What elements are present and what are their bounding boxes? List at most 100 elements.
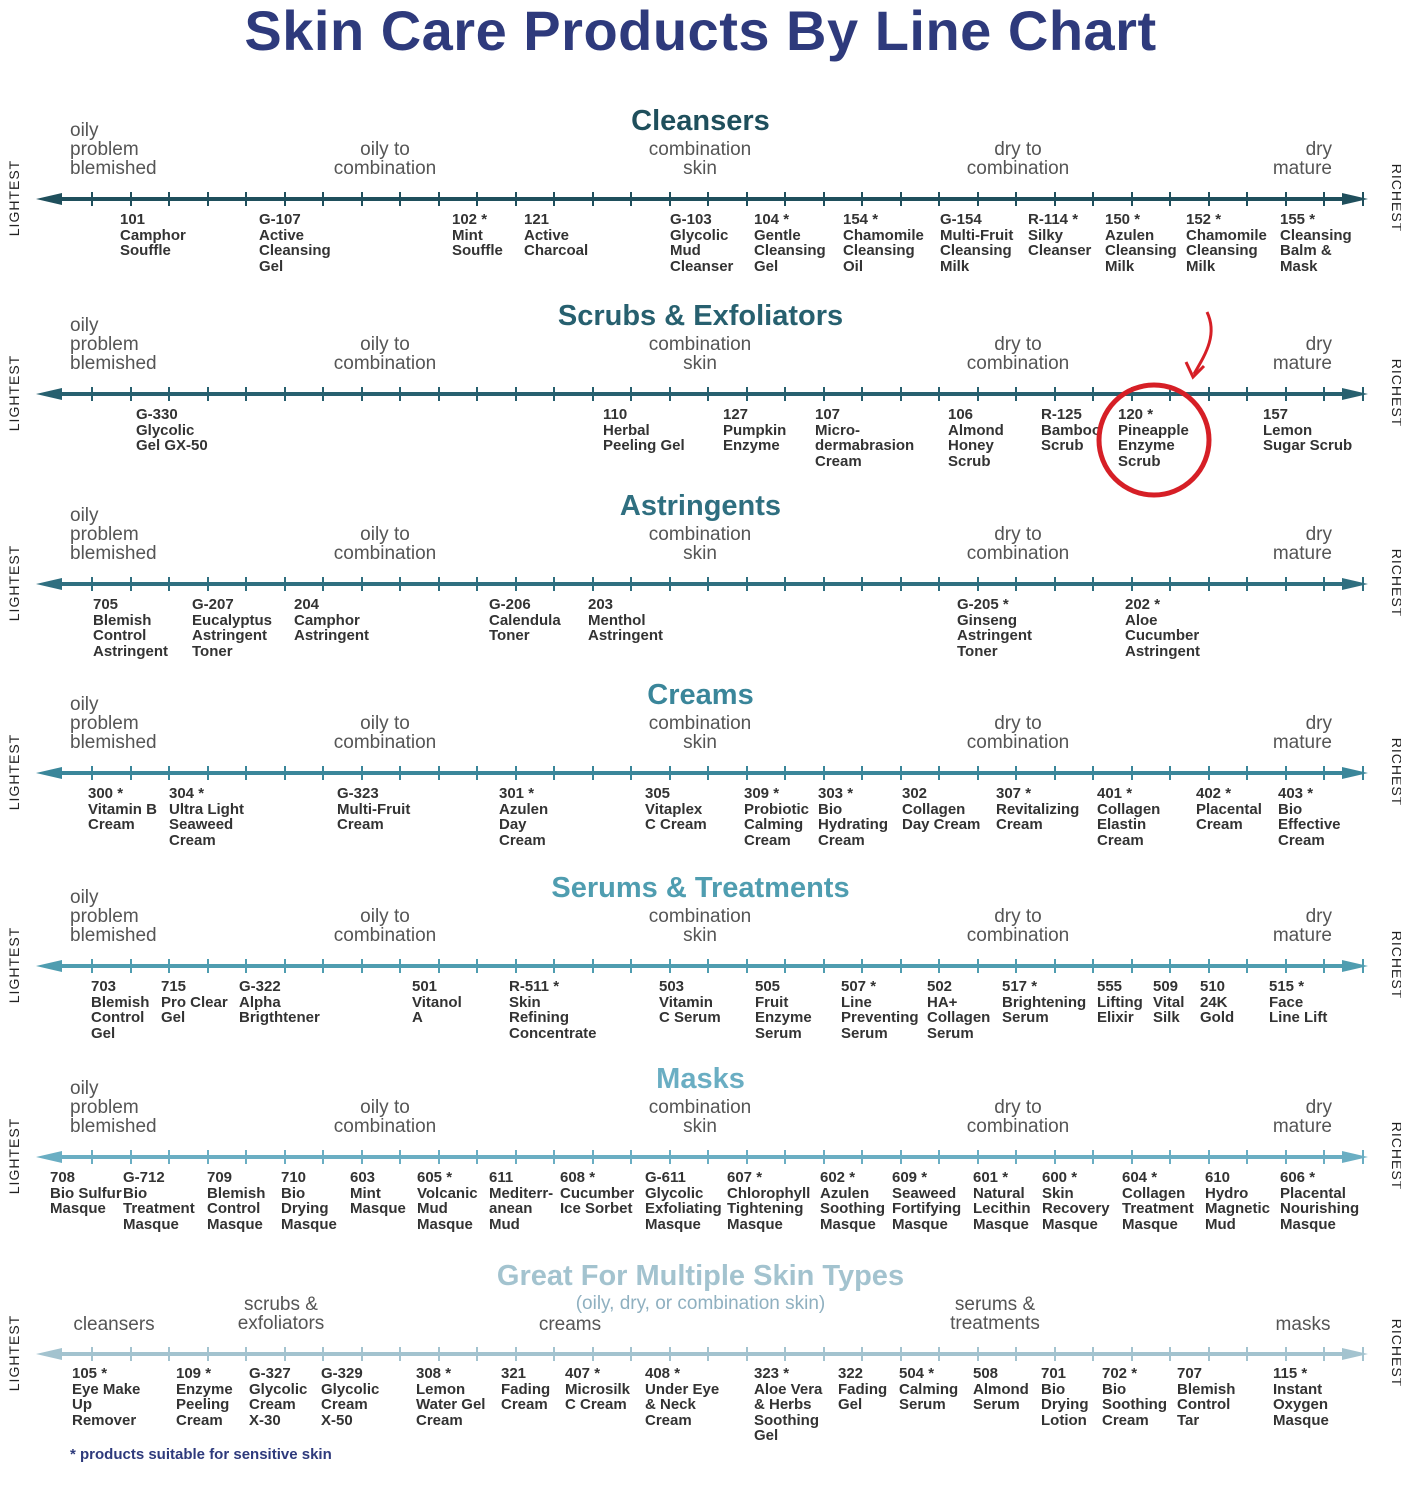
product-code: 120 (1118, 406, 1144, 423)
product-item: G-323 Multi-Fruit Cream (337, 786, 410, 833)
zone-combination: combination skin (648, 139, 752, 179)
product-code: 403 (1278, 785, 1304, 802)
zone-combination: combination skin (648, 524, 752, 564)
product-name: Vitaplex C Cream (645, 800, 707, 833)
product-item: 708 Bio Sulfur Masque (50, 1170, 122, 1217)
axis-tick (938, 959, 940, 973)
product-item: 701 Bio Drying Lotion (1041, 1366, 1089, 1428)
product-code: 610 (1205, 1169, 1231, 1186)
zone-dry: dry mature (1272, 1097, 1332, 1137)
axis-tick (514, 1150, 517, 1164)
zone-creams: creams (538, 1314, 602, 1335)
product-code: 710 (281, 1169, 307, 1186)
product-item: 322 Fading Gel (838, 1366, 887, 1413)
product-name: Enzyme Peeling Cream (176, 1380, 233, 1429)
product-code: 204 (294, 596, 320, 613)
axis-tick (553, 192, 555, 206)
zone-cleansers: cleansers (73, 1314, 155, 1335)
product-item: 555 Lifting Elixir (1097, 979, 1143, 1026)
axis-tick (1053, 577, 1056, 591)
section-title: Astringents (619, 490, 782, 522)
sensitive-skin-star: * (101, 1365, 108, 1382)
product-item: 157 Lemon Sugar Scrub (1263, 407, 1352, 454)
axis-tick (822, 577, 825, 591)
section-title: Great For Multiple Skin Types (496, 1260, 905, 1292)
section-5-arrow-left-icon (36, 1151, 62, 1163)
product-name: Micro- dermabrasion Cream (815, 421, 915, 470)
product-name: Blemish Control Masque (207, 1184, 266, 1233)
product-name: Bio Effective Cream (1278, 800, 1341, 849)
product-name: Active Cleansing Gel (259, 226, 331, 275)
zone-combination: combination skin (648, 334, 752, 374)
axis-tick (630, 387, 632, 401)
axis-tick (591, 387, 594, 401)
axis-tick (322, 1150, 324, 1164)
axis-tick (1092, 577, 1094, 591)
axis-tick (1361, 387, 1364, 401)
product-code: 202 (1125, 596, 1151, 613)
product-code: 605 (417, 1169, 443, 1186)
product-item: 321 Fading Cream (501, 1366, 550, 1413)
axis-tick (1053, 192, 1056, 206)
product-name: Fading Gel (838, 1380, 888, 1413)
axis-tick (668, 959, 671, 973)
axis-tick (1169, 577, 1171, 591)
product-name: Bio Sulfur Masque (50, 1184, 122, 1217)
product-item: 602 * Azulen Soothing Masque (820, 1170, 885, 1232)
lightest-label: LIGHTEST (6, 733, 23, 811)
product-code: 115 (1273, 1365, 1298, 1382)
zone-combination: combination skin (648, 906, 752, 946)
product-name: Placental Cream (1196, 800, 1262, 833)
page-title: Skin Care Products By Line Chart (244, 0, 1157, 62)
product-name: Skin Refining Concentrate (509, 993, 597, 1042)
axis-tick (322, 192, 324, 206)
axis-tick (1092, 387, 1094, 401)
axis-tick (553, 1347, 555, 1361)
zone-dry: dry mature (1272, 334, 1332, 374)
axis-tick (399, 766, 401, 780)
product-name: Collagen Elastin Cream (1097, 800, 1161, 849)
zone-oily-combination: oily to combination (333, 334, 437, 374)
axis-tick (245, 766, 247, 780)
sensitive-skin-star: * (1307, 785, 1314, 802)
sensitive-skin-star: * (783, 211, 790, 228)
product-name: Multi-Fruit Cleansing Milk (940, 226, 1014, 275)
axis-tick (322, 387, 324, 401)
product-code: 304 (169, 785, 195, 802)
axis-tick (1323, 192, 1325, 206)
axis-tick (283, 959, 286, 973)
product-name: Pumpkin Enzyme (723, 421, 787, 454)
axis-tick (245, 387, 247, 401)
product-name: Under Eye & Neck Cream (645, 1380, 720, 1429)
axis-tick (1015, 1347, 1017, 1361)
sensitive-skin-star: * (1309, 211, 1316, 228)
product-name: Ginseng Astringent Toner (957, 611, 1032, 660)
axis-tick (784, 766, 786, 780)
section-title: Serums & Treatments (551, 872, 850, 904)
product-name: Lifting Elixir (1097, 993, 1143, 1026)
axis-tick (1130, 577, 1133, 591)
product-item: G-107 Active Cleansing Gel (259, 212, 331, 274)
product-item: 105 * Eye Make Up Remover (72, 1366, 140, 1428)
sensitive-skin-star: * (445, 1365, 452, 1382)
sensitive-skin-star: * (589, 1169, 596, 1186)
axis-tick (1015, 387, 1017, 401)
axis-tick (1207, 577, 1210, 591)
product-name: Bamboo Scrub (1041, 421, 1101, 454)
sensitive-skin-star: * (674, 1365, 681, 1382)
sensitive-skin-star: * (1225, 785, 1232, 802)
axis-tick (745, 766, 748, 780)
axis-tick (399, 192, 401, 206)
product-item: G-330 Glycolic Gel GX-50 (136, 407, 208, 454)
product-item: 606 * Placental Nourishing Masque (1280, 1170, 1359, 1232)
sensitive-skin-star: * (198, 785, 205, 802)
axis-tick (476, 766, 478, 780)
product-name: Placental Nourishing Masque (1280, 1184, 1360, 1233)
product-name: Vital Silk (1153, 993, 1185, 1026)
axis-tick (899, 192, 902, 206)
product-code: 110 (603, 406, 628, 423)
zone-masks: masks (1275, 1314, 1331, 1335)
axis-tick (245, 1150, 247, 1164)
axis-tick (784, 1347, 786, 1361)
zone-oily: oily problem blemished (70, 887, 157, 946)
